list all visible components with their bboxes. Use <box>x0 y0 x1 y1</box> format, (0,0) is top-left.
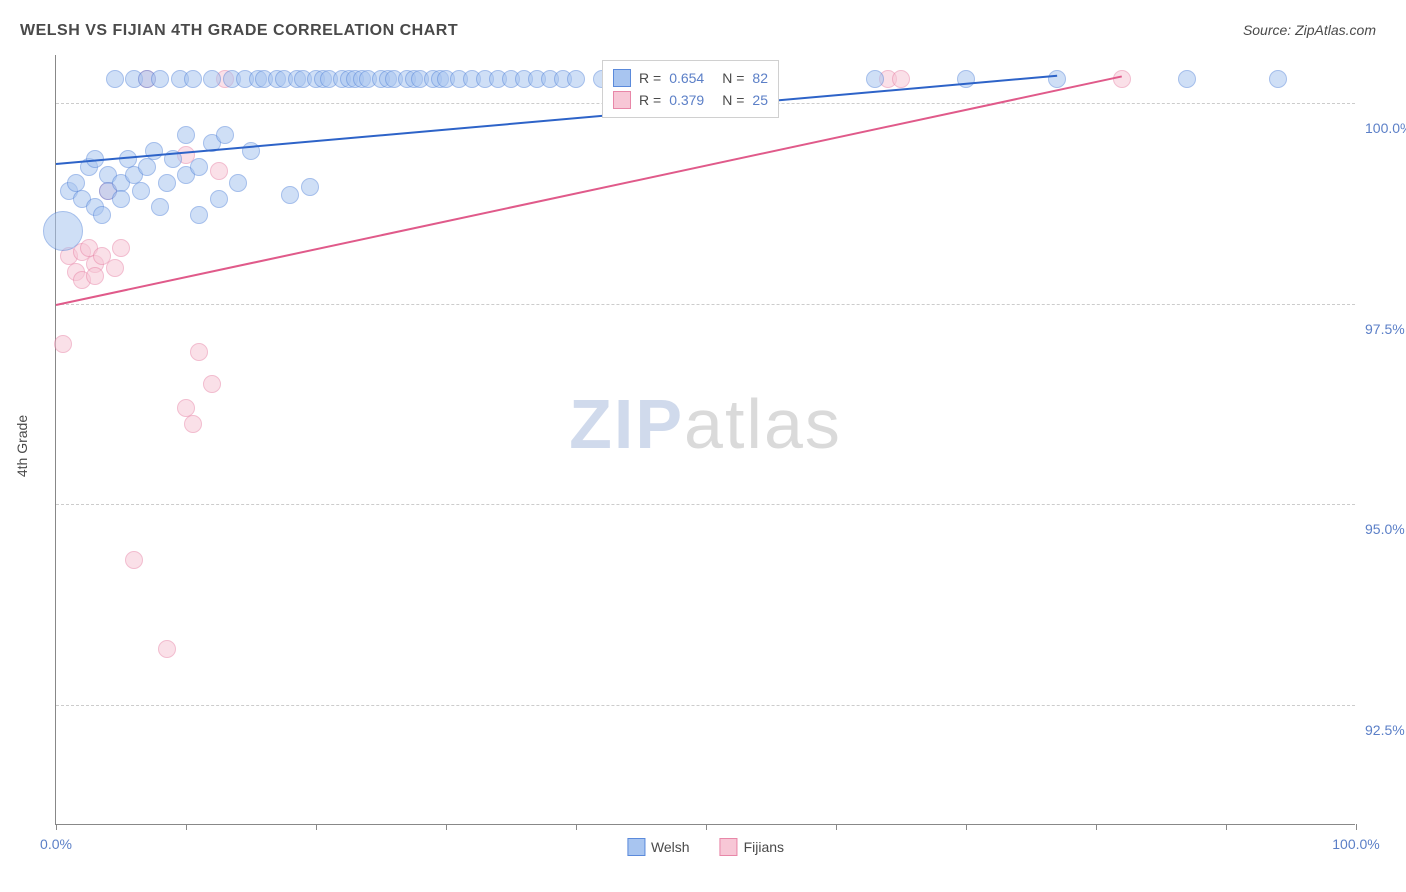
legend-swatch <box>627 838 645 856</box>
r-value: 0.379 <box>669 92 704 108</box>
scatter-point <box>151 70 169 88</box>
legend-item: Welsh <box>627 838 690 856</box>
r-value: 0.654 <box>669 70 704 86</box>
scatter-point <box>93 206 111 224</box>
x-tick <box>446 824 447 830</box>
legend-label: Welsh <box>651 839 690 855</box>
scatter-point <box>158 174 176 192</box>
trend-line <box>56 75 1057 165</box>
scatter-point <box>190 158 208 176</box>
legend-label: Fijians <box>744 839 784 855</box>
x-tick-label: 0.0% <box>40 836 72 852</box>
x-tick <box>56 824 57 830</box>
scatter-point <box>1269 70 1287 88</box>
scatter-point <box>216 126 234 144</box>
x-tick-label: 100.0% <box>1332 836 1379 852</box>
r-label: R = <box>639 70 661 86</box>
scatter-point <box>145 142 163 160</box>
y-tick-label: 97.5% <box>1365 321 1406 337</box>
scatter-point <box>567 70 585 88</box>
scatter-point <box>43 211 83 251</box>
y-tick-label: 92.5% <box>1365 722 1406 738</box>
x-tick <box>1096 824 1097 830</box>
chart-container: WELSH VS FIJIAN 4TH GRADE CORRELATION CH… <box>0 0 1406 892</box>
scatter-point <box>86 267 104 285</box>
gridline <box>56 705 1355 706</box>
x-tick <box>186 824 187 830</box>
scatter-point <box>203 375 221 393</box>
x-tick <box>316 824 317 830</box>
x-tick <box>836 824 837 830</box>
r-label: R = <box>639 92 661 108</box>
y-tick-label: 100.0% <box>1365 120 1406 136</box>
scatter-point <box>1113 70 1131 88</box>
scatter-point <box>957 70 975 88</box>
plot-area: ZIPatlas 92.5%95.0%97.5%100.0%0.0%100.0%… <box>55 55 1355 825</box>
legend-item: Fijians <box>720 838 784 856</box>
scatter-point <box>190 206 208 224</box>
x-tick <box>1356 824 1357 830</box>
scatter-point <box>301 178 319 196</box>
legend-swatch <box>720 838 738 856</box>
scatter-point <box>125 551 143 569</box>
n-label: N = <box>722 92 744 108</box>
scatter-point <box>151 198 169 216</box>
scatter-point <box>112 239 130 257</box>
x-tick <box>1226 824 1227 830</box>
scatter-point <box>203 70 221 88</box>
scatter-point <box>132 182 150 200</box>
watermark-part2: atlas <box>684 385 842 463</box>
x-tick <box>966 824 967 830</box>
scatter-point <box>866 70 884 88</box>
scatter-point <box>112 190 130 208</box>
n-value: 82 <box>752 70 768 86</box>
scatter-point <box>190 343 208 361</box>
legend-swatch <box>613 69 631 87</box>
scatter-point <box>177 126 195 144</box>
stats-legend-row: R = 0.654 N = 82 <box>613 67 768 89</box>
scatter-point <box>158 640 176 658</box>
scatter-point <box>892 70 910 88</box>
n-value: 25 <box>752 92 768 108</box>
scatter-point <box>281 186 299 204</box>
scatter-point <box>1048 70 1066 88</box>
legend-swatch <box>613 91 631 109</box>
scatter-point <box>229 174 247 192</box>
series-legend: Welsh Fijians <box>627 838 784 856</box>
scatter-point <box>184 415 202 433</box>
n-label: N = <box>722 70 744 86</box>
watermark-part1: ZIP <box>569 385 684 463</box>
scatter-point <box>210 162 228 180</box>
scatter-point <box>106 259 124 277</box>
scatter-point <box>210 190 228 208</box>
gridline <box>56 304 1355 305</box>
gridline <box>56 504 1355 505</box>
scatter-point <box>184 70 202 88</box>
stats-legend-row: R = 0.379 N = 25 <box>613 89 768 111</box>
stats-legend: R = 0.654 N = 82 R = 0.379 N = 25 <box>602 60 779 118</box>
y-tick-label: 95.0% <box>1365 521 1406 537</box>
y-axis-label: 4th Grade <box>14 415 30 477</box>
watermark: ZIPatlas <box>569 384 842 464</box>
scatter-point <box>54 335 72 353</box>
scatter-point <box>1178 70 1196 88</box>
scatter-point <box>106 70 124 88</box>
source-label: Source: ZipAtlas.com <box>1243 22 1376 38</box>
x-tick <box>706 824 707 830</box>
scatter-point <box>138 158 156 176</box>
chart-title: WELSH VS FIJIAN 4TH GRADE CORRELATION CH… <box>20 22 458 40</box>
x-tick <box>576 824 577 830</box>
